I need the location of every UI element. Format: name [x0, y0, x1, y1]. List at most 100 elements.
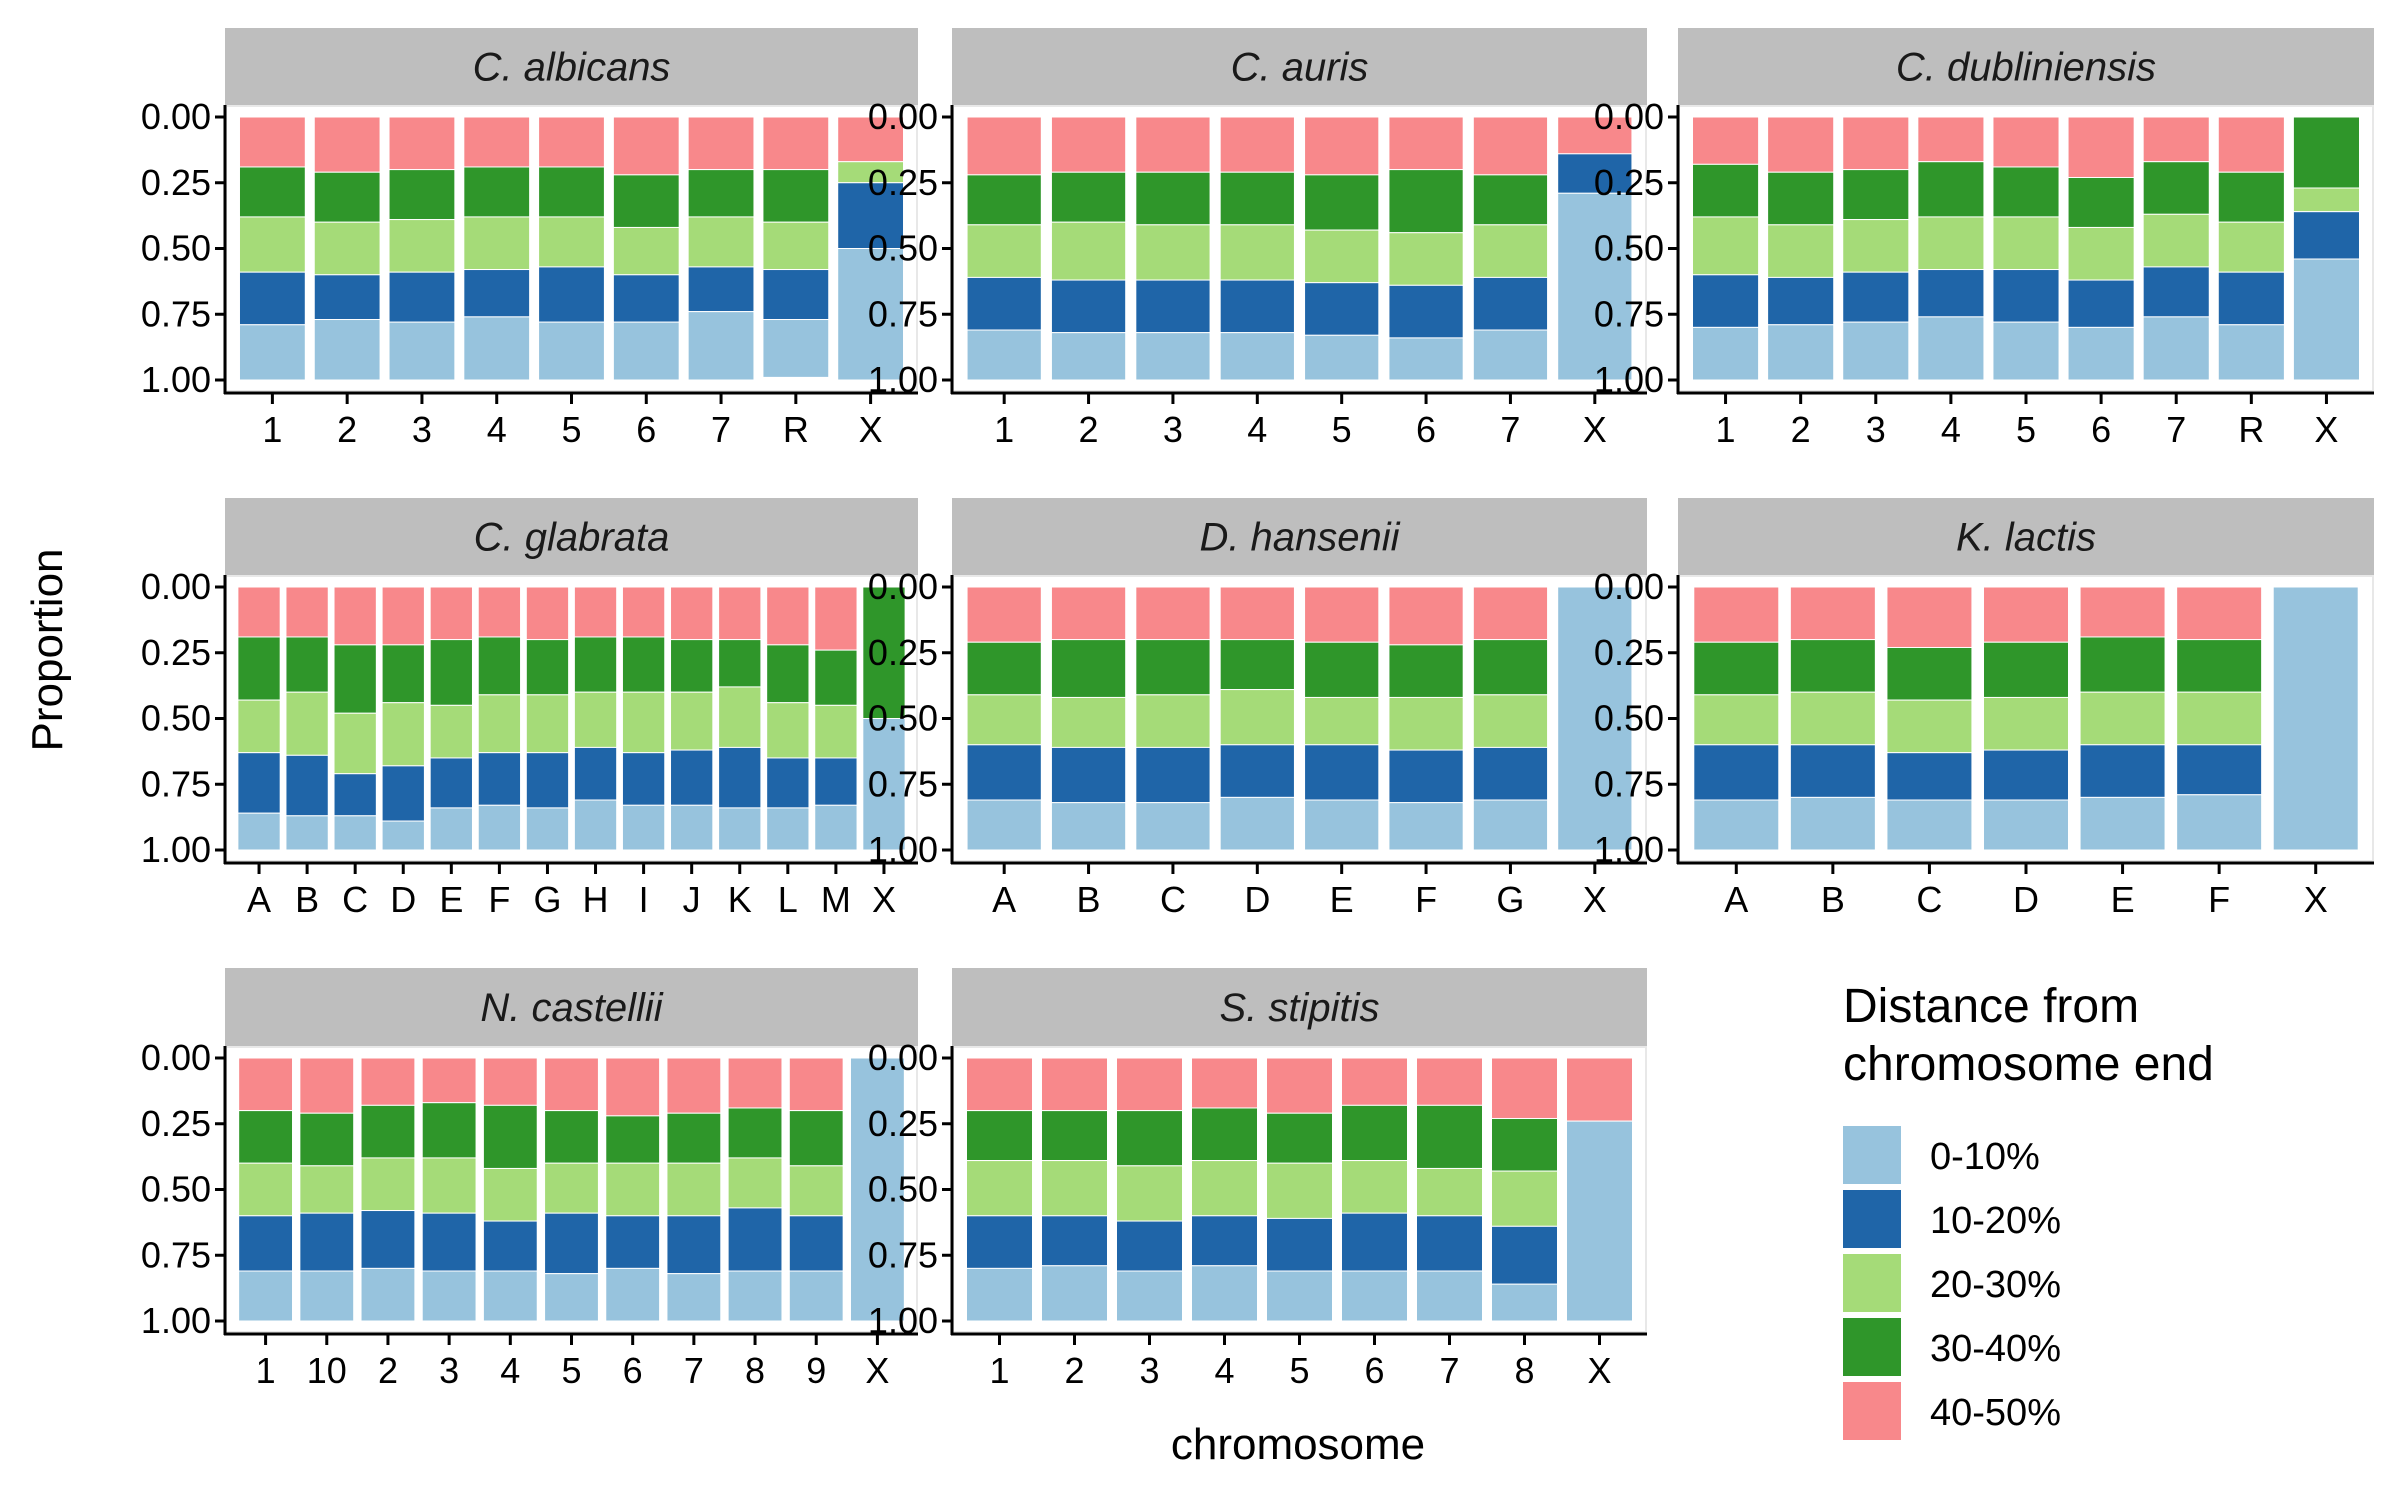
bar-c-glabrata-h-0-10: [573, 799, 618, 851]
bar-c-glabrata-d-30-40: [381, 644, 425, 704]
bar-s-stipitis-3-40-50: [1116, 1057, 1183, 1112]
bar-s-stipitis-6-40-50: [1341, 1057, 1408, 1106]
x-tick-label-s-stipitis-3: 3: [1139, 1350, 1159, 1391]
bar-n-castellii-8-10-20: [727, 1207, 783, 1272]
bar-c-glabrata-e-30-40: [429, 639, 473, 706]
x-tick-label-n-castellii-7: 7: [684, 1350, 704, 1391]
bar-c-dubliniensis-5-40-50: [1992, 116, 2060, 168]
x-tick-label-n-castellii-3: 3: [439, 1350, 459, 1391]
bar-c-dubliniensis-7-0-10: [2142, 316, 2210, 381]
bar-c-auris-7-0-10: [1472, 329, 1549, 381]
bar-c-dubliniensis-4-30-40: [1917, 161, 1985, 218]
bar-n-castellii-x-0-10: [849, 1057, 905, 1322]
bar-c-auris-1-20-30: [966, 224, 1042, 278]
bar-s-stipitis-6-10-20: [1341, 1212, 1408, 1272]
bar-s-stipitis-6-20-30: [1341, 1160, 1408, 1214]
bar-n-castellii-2-20-30: [360, 1157, 416, 1212]
bar-c-dubliniensis-6-10-20: [2067, 279, 2135, 328]
bar-c-albicans-3-40-50: [388, 116, 456, 171]
bar-n-castellii-8-0-10: [727, 1270, 783, 1322]
bar-n-castellii-3-10-20: [421, 1212, 477, 1272]
x-tick-label-c-dubliniensis-7: 7: [2166, 409, 2186, 450]
x-tick-label-n-castellii-8: 8: [745, 1350, 765, 1391]
bar-n-castellii-5-10-20: [544, 1212, 599, 1275]
bar-c-glabrata-j-20-30: [670, 691, 714, 751]
panel-c-albicans: C. albicans 1 2 3 4 5 6 7 R X 0.00 0.25 0.50 0.75 1.00: [141, 28, 918, 450]
bar-c-glabrata-m-30-40: [814, 649, 858, 706]
y-tick-label-k-lactis-1: 0.25: [1594, 632, 1664, 673]
bar-c-auris-5-10-20: [1304, 282, 1380, 336]
bar-c-glabrata-e-20-30: [429, 704, 473, 759]
y-tick-label-k-lactis-2: 0.50: [1594, 698, 1664, 739]
bar-c-albicans-2-20-30: [313, 221, 381, 276]
bar-c-glabrata-a-20-30: [237, 699, 281, 754]
bar-c-dubliniensis-4-20-30: [1917, 216, 1985, 271]
bar-d-hansenii-x-0-10: [1557, 586, 1633, 851]
y-tick-label-c-dubliniensis-4: 1.00: [1594, 359, 1664, 400]
x-tick-label-c-albicans-2: 2: [337, 409, 357, 450]
bar-c-glabrata-m-40-50: [814, 586, 858, 651]
bar-d-hansenii-e-0-10: [1304, 799, 1380, 851]
x-tick-label-c-albicans-4: 4: [487, 409, 507, 450]
panel-c-glabrata: C. glabrata A B C D E F G H I J K L M X 0.00 0.25 0.50 0.7…: [141, 498, 918, 920]
bar-n-castellii-2-10-20: [360, 1210, 416, 1269]
x-tick-label-c-glabrata-h: H: [583, 879, 609, 920]
bar-c-albicans-7-20-30: [687, 216, 755, 268]
x-tick-label-c-glabrata-j: J: [683, 879, 701, 920]
x-tick-label-k-lactis-x: X: [2304, 879, 2328, 920]
x-tick-label-c-dubliniensis-1: 1: [1716, 409, 1736, 450]
bar-k-lactis-b-30-40: [1789, 639, 1876, 693]
bar-n-castellii-9-40-50: [788, 1057, 844, 1112]
bar-n-castellii-7-40-50: [666, 1057, 722, 1114]
y-tick-label-c-albicans-2: 0.50: [141, 228, 211, 269]
y-tick-label-c-dubliniensis-3: 0.75: [1594, 293, 1664, 334]
bar-c-glabrata-i-40-50: [621, 586, 666, 638]
bar-k-lactis-a-20-30: [1693, 694, 1780, 746]
bar-c-glabrata-f-10-20: [477, 752, 522, 806]
bar-c-dubliniensis-4-0-10: [1917, 316, 1985, 381]
bar-c-glabrata-l-40-50: [766, 586, 810, 646]
bar-c-glabrata-j-10-20: [670, 749, 714, 806]
bar-c-auris-7-30-40: [1472, 174, 1549, 226]
bar-d-hansenii-a-0-10: [966, 799, 1042, 851]
bar-c-dubliniensis-1-40-50: [1692, 116, 1760, 165]
bar-s-stipitis-7-30-40: [1416, 1104, 1483, 1169]
x-tick-label-s-stipitis-5: 5: [1289, 1350, 1309, 1391]
bar-c-glabrata-l-20-30: [766, 702, 810, 759]
x-tick-label-c-auris-7: 7: [1500, 409, 1520, 450]
bar-c-dubliniensis-2-10-20: [1767, 276, 1835, 326]
y-tick-label-s-stipitis-2: 0.50: [868, 1169, 938, 1210]
legend-title-line-2: chromosome end: [1843, 1038, 2214, 1091]
bar-c-glabrata-f-0-10: [477, 804, 522, 851]
bar-c-glabrata-a-0-10: [237, 812, 281, 851]
bar-c-glabrata-f-30-40: [477, 636, 522, 696]
x-tick-label-c-glabrata-g: G: [533, 879, 561, 920]
x-tick-label-c-dubliniensis-r: R: [2238, 409, 2264, 450]
bar-s-stipitis-3-0-10: [1116, 1270, 1183, 1322]
bar-c-glabrata-b-40-50: [285, 586, 329, 638]
bar-d-hansenii-c-30-40: [1135, 639, 1211, 696]
panel-n-castellii: N. castellii 1 10 2 3 4 5 6 7 8 9 X 0.00 0.25 0.50 0.75…: [141, 968, 918, 1391]
bar-c-albicans-5-10-20: [538, 266, 605, 323]
bar-c-glabrata-j-40-50: [670, 586, 714, 641]
x-tick-label-c-glabrata-a: A: [247, 879, 271, 920]
bar-c-albicans-7-40-50: [687, 116, 755, 171]
x-tick-label-s-stipitis-4: 4: [1214, 1350, 1234, 1391]
y-tick-label-d-hansenii-2: 0.50: [868, 698, 938, 739]
bar-n-castellii-6-20-30: [605, 1162, 661, 1217]
bar-k-lactis-b-0-10: [1789, 796, 1876, 851]
bar-c-glabrata-d-40-50: [381, 586, 425, 646]
bar-c-albicans-4-10-20: [463, 269, 531, 318]
y-tick-label-n-castellii-2: 0.50: [141, 1169, 211, 1210]
bar-c-auris-1-30-40: [966, 174, 1042, 226]
bar-c-albicans-7-10-20: [687, 266, 755, 313]
bar-c-dubliniensis-7-20-30: [2142, 213, 2210, 268]
bar-d-hansenii-c-20-30: [1135, 694, 1211, 748]
bar-n-castellii-3-40-50: [421, 1057, 477, 1104]
bar-s-stipitis-7-0-10: [1416, 1270, 1483, 1322]
y-tick-label-c-albicans-0: 0.00: [141, 96, 211, 137]
bar-c-albicans-3-10-20: [388, 271, 456, 323]
bar-d-hansenii-d-10-20: [1219, 744, 1295, 798]
bar-k-lactis-d-30-40: [1983, 641, 2069, 698]
